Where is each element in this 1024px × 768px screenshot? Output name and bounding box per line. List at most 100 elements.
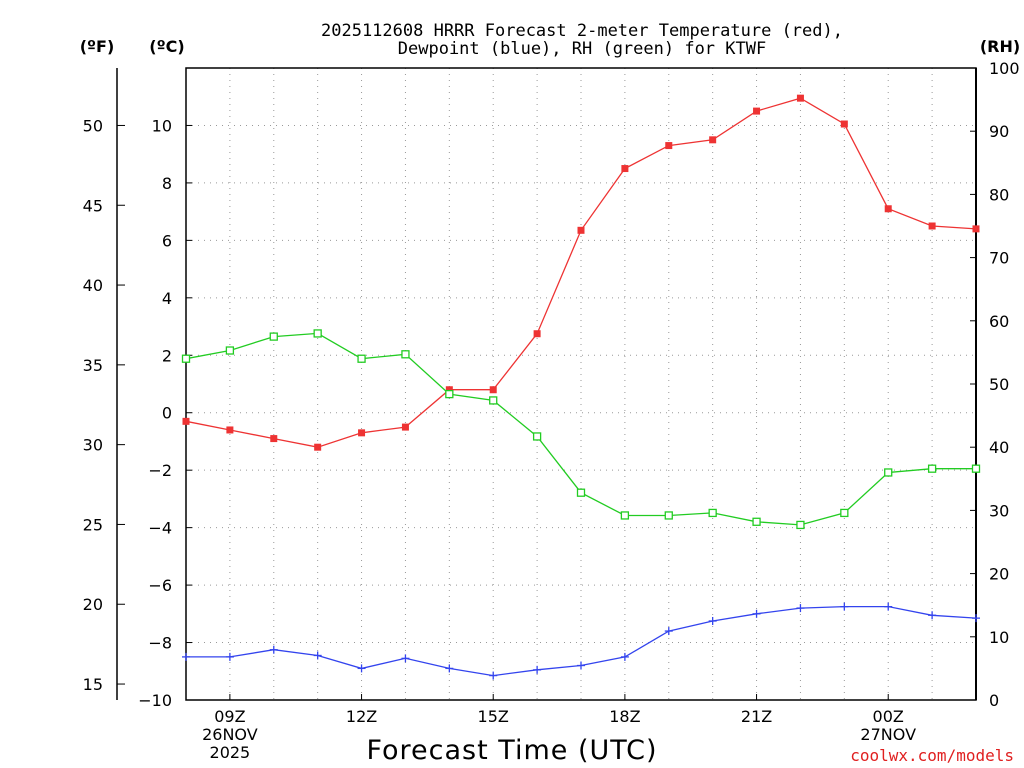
chart-title-line-1: 2025112608 HRRR Forecast 2-meter Tempera… (321, 21, 843, 41)
celsius-unit-label: (ºC) (149, 37, 184, 56)
temperature-point (884, 205, 892, 213)
dewpoint-point (401, 654, 410, 663)
rh-point (181, 354, 191, 363)
fahrenheit-tick-label: 20 (83, 595, 103, 614)
plot-frame (185, 67, 977, 701)
dewpoint-point (884, 602, 893, 611)
temperature-point (401, 423, 409, 431)
temperature-point (796, 94, 804, 102)
dewpoint-point (752, 609, 761, 618)
dewpoint-point (620, 652, 629, 661)
x-tick-label: 2025 (210, 743, 251, 762)
celsius-tick-label: −10 (138, 691, 172, 710)
x-tick-label: 15Z (478, 707, 509, 726)
dewpoint-point (269, 645, 278, 654)
rh-tick-label: 60 (989, 312, 1009, 331)
rh-tick-label: 50 (989, 375, 1009, 394)
rh-point (489, 396, 498, 405)
x-tick-label: 12Z (346, 707, 377, 726)
rh-tick-label: 70 (989, 249, 1009, 268)
temperature-point (665, 142, 673, 150)
dewpoint-point (664, 627, 673, 636)
x-tick-label: 26NOV (202, 725, 258, 744)
celsius-tick-label: −6 (148, 576, 172, 595)
temperature-point (753, 107, 761, 115)
dewpoint-point (445, 664, 454, 673)
temperature-point (577, 226, 585, 234)
rh-tick-label: 20 (989, 565, 1009, 584)
dewpoint-point (796, 604, 805, 613)
temperature-point (972, 225, 980, 233)
rh-point (313, 329, 322, 338)
rh-tick-label: 90 (989, 122, 1009, 141)
rh-point (927, 464, 937, 473)
temperature-point (270, 435, 278, 443)
rh-tick-label: 100 (989, 59, 1020, 78)
fahrenheit-tick-label: 50 (83, 116, 103, 135)
celsius-tick-label: 0 (162, 404, 172, 423)
celsius-tick-label: 4 (162, 289, 172, 308)
temperature-point (226, 426, 234, 434)
chart-title-line-2: Dewpoint (blue), RH (green) for KTWF (398, 39, 766, 59)
temperature-point (533, 330, 541, 338)
rh-point (576, 488, 586, 497)
x-tick-label: 09Z (214, 707, 245, 726)
dewpoint-point (313, 651, 322, 660)
celsius-tick-label: −2 (148, 461, 172, 480)
rh-point (445, 389, 454, 399)
rh-tick-label: 80 (989, 185, 1009, 204)
temperature-point (314, 443, 322, 451)
rh-point (225, 346, 235, 355)
celsius-tick-label: 2 (162, 346, 172, 365)
rh-point (664, 511, 673, 520)
rh-tick-label: 0 (989, 691, 999, 710)
temperature-point (445, 386, 453, 394)
celsius-tick-label: −8 (148, 634, 172, 653)
fahrenheit-tick-label: 15 (83, 675, 103, 694)
celsius-tick-label: 6 (162, 231, 172, 250)
celsius-tick-label: 8 (162, 174, 172, 193)
rh-point (971, 464, 981, 473)
rh-point (269, 332, 278, 341)
dewpoint-point (182, 652, 190, 661)
rh-unit-label: (RH) (980, 37, 1020, 56)
fahrenheit-unit-label: (ºF) (80, 37, 115, 56)
fahrenheit-tick-label: 35 (83, 356, 103, 375)
rh-point (840, 508, 849, 518)
rh-tick-label: 40 (989, 438, 1009, 457)
credit-text: coolwx.com/models (850, 746, 1014, 765)
dewpoint-point (489, 671, 498, 680)
dewpoint-point (708, 617, 717, 625)
dewpoint-point (972, 614, 980, 623)
dewpoint-point (357, 664, 366, 673)
celsius-tick-label: 10 (152, 116, 172, 135)
temperature-point (709, 136, 717, 144)
rh-point (532, 432, 542, 441)
fahrenheit-tick-label: 30 (83, 436, 103, 455)
rh-point (708, 508, 717, 518)
dewpoint-point (577, 661, 585, 670)
dewpoint-point (225, 652, 234, 661)
temperature-point (840, 120, 848, 128)
temperature-point (489, 386, 497, 394)
temperature-point (621, 165, 629, 173)
rh-tick-label: 30 (989, 501, 1009, 520)
rh-point (620, 511, 630, 520)
x-tick-label: 18Z (609, 707, 640, 726)
fahrenheit-tick-label: 25 (83, 515, 103, 534)
axes-layer (116, 67, 977, 701)
rh-point (884, 468, 893, 477)
grid-layer (186, 68, 976, 700)
temperature-point (358, 429, 366, 437)
rh-point (357, 354, 366, 363)
x-tick-label: 27NOV (860, 725, 916, 744)
rh-tick-label: 10 (989, 628, 1009, 647)
temperature-point (182, 417, 190, 425)
rh-point (796, 520, 805, 530)
fahrenheit-tick-label: 40 (83, 276, 103, 295)
dewpoint-point (928, 611, 937, 620)
dewpoint-point (840, 602, 849, 611)
celsius-tick-label: −4 (148, 519, 172, 538)
x-tick-label: 21Z (741, 707, 772, 726)
